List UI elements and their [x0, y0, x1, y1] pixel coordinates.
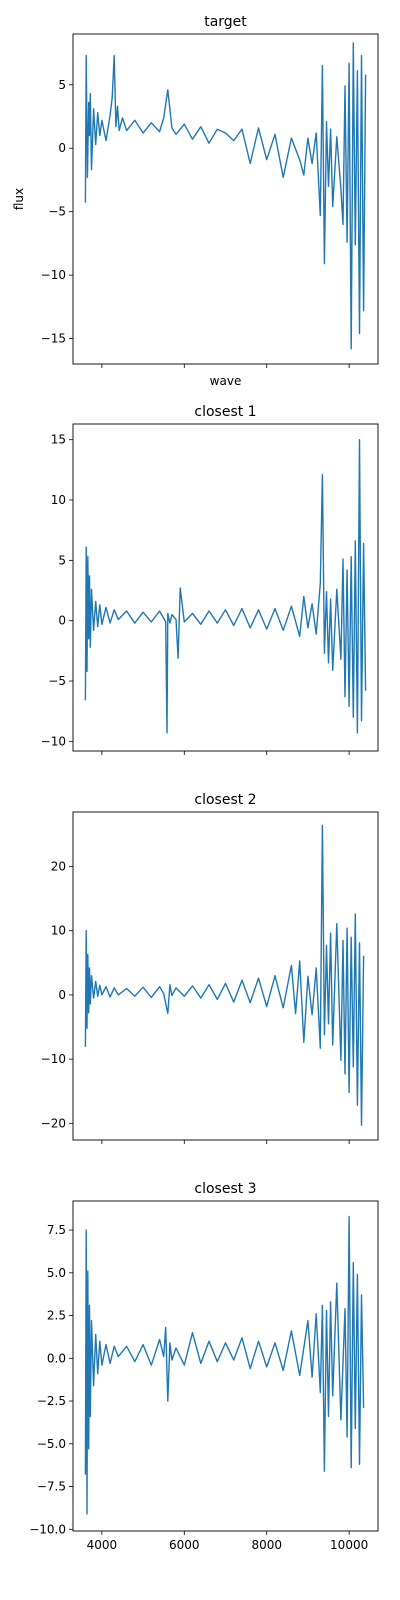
y-tick-label: 10	[51, 493, 66, 507]
y-tick-label: −20	[41, 1116, 66, 1130]
y-axis-label: flux	[12, 188, 26, 210]
y-tick-label: 0.0	[47, 1351, 66, 1365]
axes-frame	[72, 811, 379, 1141]
x-tick-label: 6000	[169, 1538, 200, 1552]
y-tick-label: 0	[58, 988, 66, 1002]
y-tick-label: 5.0	[47, 1266, 66, 1280]
x-tick-label: 10000	[330, 1538, 368, 1552]
y-tick-label: 15	[51, 433, 66, 447]
chart-title: closest 2	[194, 792, 256, 808]
x-tick-label: 8000	[251, 1538, 282, 1552]
chart-title: closest 1	[194, 404, 256, 420]
y-tick-label: 10	[51, 924, 66, 938]
y-tick-label: −10	[41, 1052, 66, 1066]
spectrum-series-line	[84, 824, 365, 1126]
x-tick-label: 4000	[87, 1538, 118, 1552]
x-axis-label: wave	[210, 374, 242, 388]
y-tick-label: 2.5	[47, 1309, 66, 1323]
chart-panel-2: −10 −5 0 5 10 15 closest 1	[41, 404, 379, 755]
y-tick-label: −5.0	[37, 1437, 66, 1451]
y-tick-label: −7.5	[37, 1480, 66, 1494]
spectrum-series-line	[84, 1215, 365, 1515]
axes-frame	[72, 33, 379, 365]
spectrum-series-line	[84, 42, 367, 350]
spectrum-series-line	[84, 439, 367, 734]
y-tick-label: −15	[41, 332, 66, 346]
y-tick-label: −10	[41, 734, 66, 748]
y-tick-label: −10	[41, 268, 66, 282]
chart-panel-3: −20 −10 0 10 20 closest 2	[41, 792, 379, 1144]
y-tick-label: 5	[58, 553, 66, 567]
y-tick-label: 5	[58, 78, 66, 92]
axes-frame	[72, 423, 379, 752]
y-tick-label: −5	[48, 205, 66, 219]
y-tick-label: 0	[58, 614, 66, 628]
y-tick-label: −2.5	[37, 1394, 66, 1408]
chart-title: target	[204, 14, 247, 30]
axes-frame	[72, 1200, 379, 1532]
y-tick-label: 0	[58, 141, 66, 155]
y-tick-label: 20	[51, 860, 66, 874]
y-tick-label: −10.0	[29, 1522, 66, 1536]
y-tick-label: −5	[48, 674, 66, 688]
chart-panel-1: −15 −10 −5 0 5 target wave flux	[12, 14, 379, 388]
y-tick-label: 7.5	[47, 1223, 66, 1237]
chart-panel-4: 4000 6000 8000 10000 −10.0 −7.5 −5.0 −2.5 0.0 2.5…	[29, 1181, 379, 1552]
chart-title: closest 3	[194, 1181, 256, 1197]
